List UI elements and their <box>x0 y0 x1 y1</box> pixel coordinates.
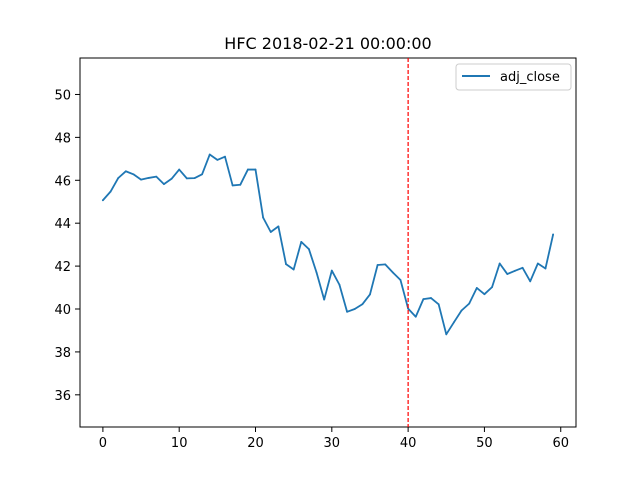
data-point <box>163 183 165 186</box>
data-point <box>269 231 272 233</box>
x-tick-label: 50 <box>476 436 493 451</box>
data-point <box>468 302 471 305</box>
y-tick-label: 40 <box>54 303 71 318</box>
plot-area: 0 10 20 30 40 50 60 36 38 40 42 44 46 48 50 <box>54 57 577 451</box>
axes-frame <box>79 57 577 428</box>
legend-label: adj_close <box>500 70 560 85</box>
data-point <box>308 248 310 251</box>
data-point <box>506 273 509 275</box>
x-tick-label: 10 <box>171 436 188 451</box>
data-point <box>254 168 257 171</box>
data-point <box>300 240 303 243</box>
data-point <box>193 177 196 180</box>
data-point <box>536 262 539 265</box>
data-point <box>285 263 287 266</box>
legend-box <box>455 63 572 91</box>
x-tick-label: 20 <box>247 436 264 451</box>
data-point <box>155 175 158 178</box>
legend: adj_close <box>455 63 572 91</box>
data-point <box>292 268 295 271</box>
data-point <box>224 155 226 158</box>
series-line-adj_close <box>101 153 555 336</box>
y-tick-label: 38 <box>54 346 71 361</box>
data-point <box>346 310 348 313</box>
data-point <box>315 271 318 274</box>
data-point <box>460 309 463 312</box>
y-tick-label: 46 <box>54 174 71 189</box>
data-point <box>132 173 135 176</box>
data-point <box>101 199 104 202</box>
data-point <box>140 178 142 181</box>
data-point <box>498 262 501 265</box>
data-point <box>422 298 425 301</box>
data-point <box>376 264 379 266</box>
data-point <box>521 266 524 269</box>
x-tick-label: 60 <box>552 436 569 451</box>
y-tick-label: 48 <box>54 131 71 146</box>
data-point <box>437 303 440 306</box>
data-point <box>399 279 402 281</box>
y-tick-label: 36 <box>54 389 71 404</box>
data-point <box>552 233 555 236</box>
chart-title: HFC 2018-02-21 00:00:00 <box>224 34 431 53</box>
data-point <box>384 263 387 266</box>
y-tick-label: 50 <box>54 88 71 103</box>
y-tick-label: 42 <box>54 260 71 275</box>
data-point <box>216 159 219 161</box>
data-point <box>262 216 265 219</box>
data-point <box>475 287 478 289</box>
data-point <box>338 283 341 286</box>
data-point <box>231 184 234 187</box>
data-point <box>514 269 516 272</box>
data-point <box>117 177 120 180</box>
data-point <box>453 321 455 324</box>
x-tick-label: 30 <box>324 436 341 451</box>
data-point <box>147 177 150 179</box>
data-point <box>239 183 242 186</box>
data-point <box>445 333 448 336</box>
data-point <box>323 298 326 301</box>
x-tick-label: 0 <box>99 436 107 451</box>
data-point <box>529 280 532 283</box>
data-point <box>124 170 127 173</box>
data-point <box>201 173 203 176</box>
data-point <box>544 267 547 270</box>
data-point <box>391 271 394 274</box>
data-point <box>361 303 364 306</box>
data-point <box>330 269 333 272</box>
data-point <box>208 153 211 156</box>
data-point <box>185 177 188 180</box>
data-point <box>277 225 280 228</box>
data-point <box>483 293 486 296</box>
data-point <box>109 190 112 193</box>
data-point <box>170 177 173 180</box>
data-point <box>246 168 249 171</box>
data-point <box>178 168 181 171</box>
data-point <box>414 315 417 318</box>
x-tick-label: 40 <box>400 436 417 451</box>
data-point <box>407 307 410 310</box>
data-point <box>353 308 356 310</box>
data-point <box>369 293 371 296</box>
y-tick-label: 44 <box>54 217 71 232</box>
data-point <box>491 286 493 289</box>
data-point <box>430 297 432 299</box>
